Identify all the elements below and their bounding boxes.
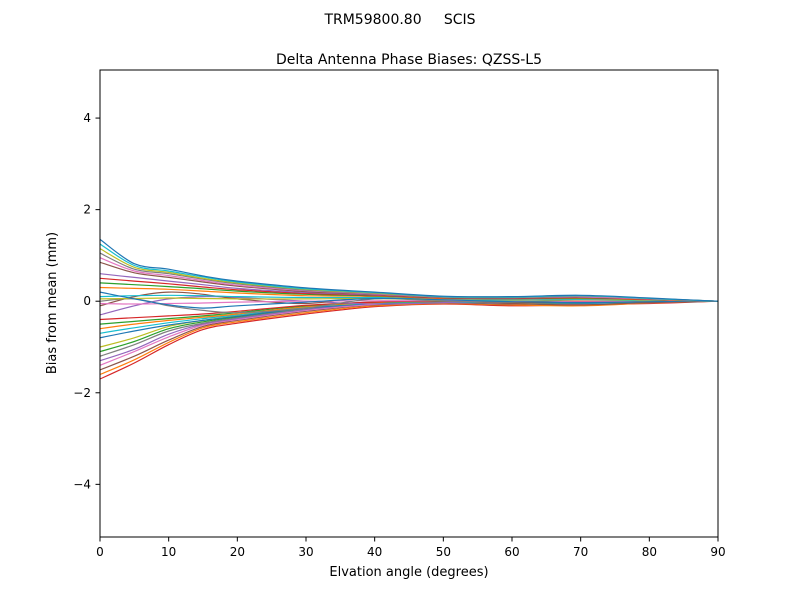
- x-tick-label: 10: [161, 545, 176, 559]
- axes-title: Delta Antenna Phase Biases: QZSS-L5: [276, 52, 542, 68]
- series-line: [100, 300, 718, 376]
- series-group: [100, 238, 718, 380]
- y-tick-label: 2: [83, 203, 91, 217]
- y-axis-ticks: −4 −2 0 2 4: [73, 111, 100, 491]
- x-axis-ticks: 0 10 20 30 40 50 60 70 80 90: [96, 537, 726, 559]
- x-tick-label: 0: [96, 545, 104, 559]
- x-tick-label: 70: [573, 545, 588, 559]
- y-tick-label: −2: [73, 386, 91, 400]
- series-line: [100, 291, 718, 309]
- y-tick-label: 0: [83, 294, 91, 308]
- x-tick-label: 60: [504, 545, 519, 559]
- x-tick-label: 80: [642, 545, 657, 559]
- series-line: [100, 243, 718, 302]
- x-tick-label: 30: [298, 545, 313, 559]
- series-line: [100, 294, 718, 302]
- series-line: [100, 238, 718, 302]
- series-line: [100, 300, 718, 371]
- x-tick-label: 50: [436, 545, 451, 559]
- y-tick-label: 4: [83, 111, 91, 125]
- x-tick-label: 90: [710, 545, 725, 559]
- figure-suptitle: TRM59800.80 SCIS: [323, 12, 475, 28]
- y-axis-label: Bias from mean (mm): [45, 232, 60, 374]
- axes-spines: [99, 69, 719, 538]
- y-tick-label: −4: [73, 477, 91, 491]
- x-tick-label: 20: [230, 545, 245, 559]
- series-line: [100, 300, 718, 380]
- x-axis-label: Elvation angle (degrees): [329, 565, 488, 580]
- x-tick-label: 40: [367, 545, 382, 559]
